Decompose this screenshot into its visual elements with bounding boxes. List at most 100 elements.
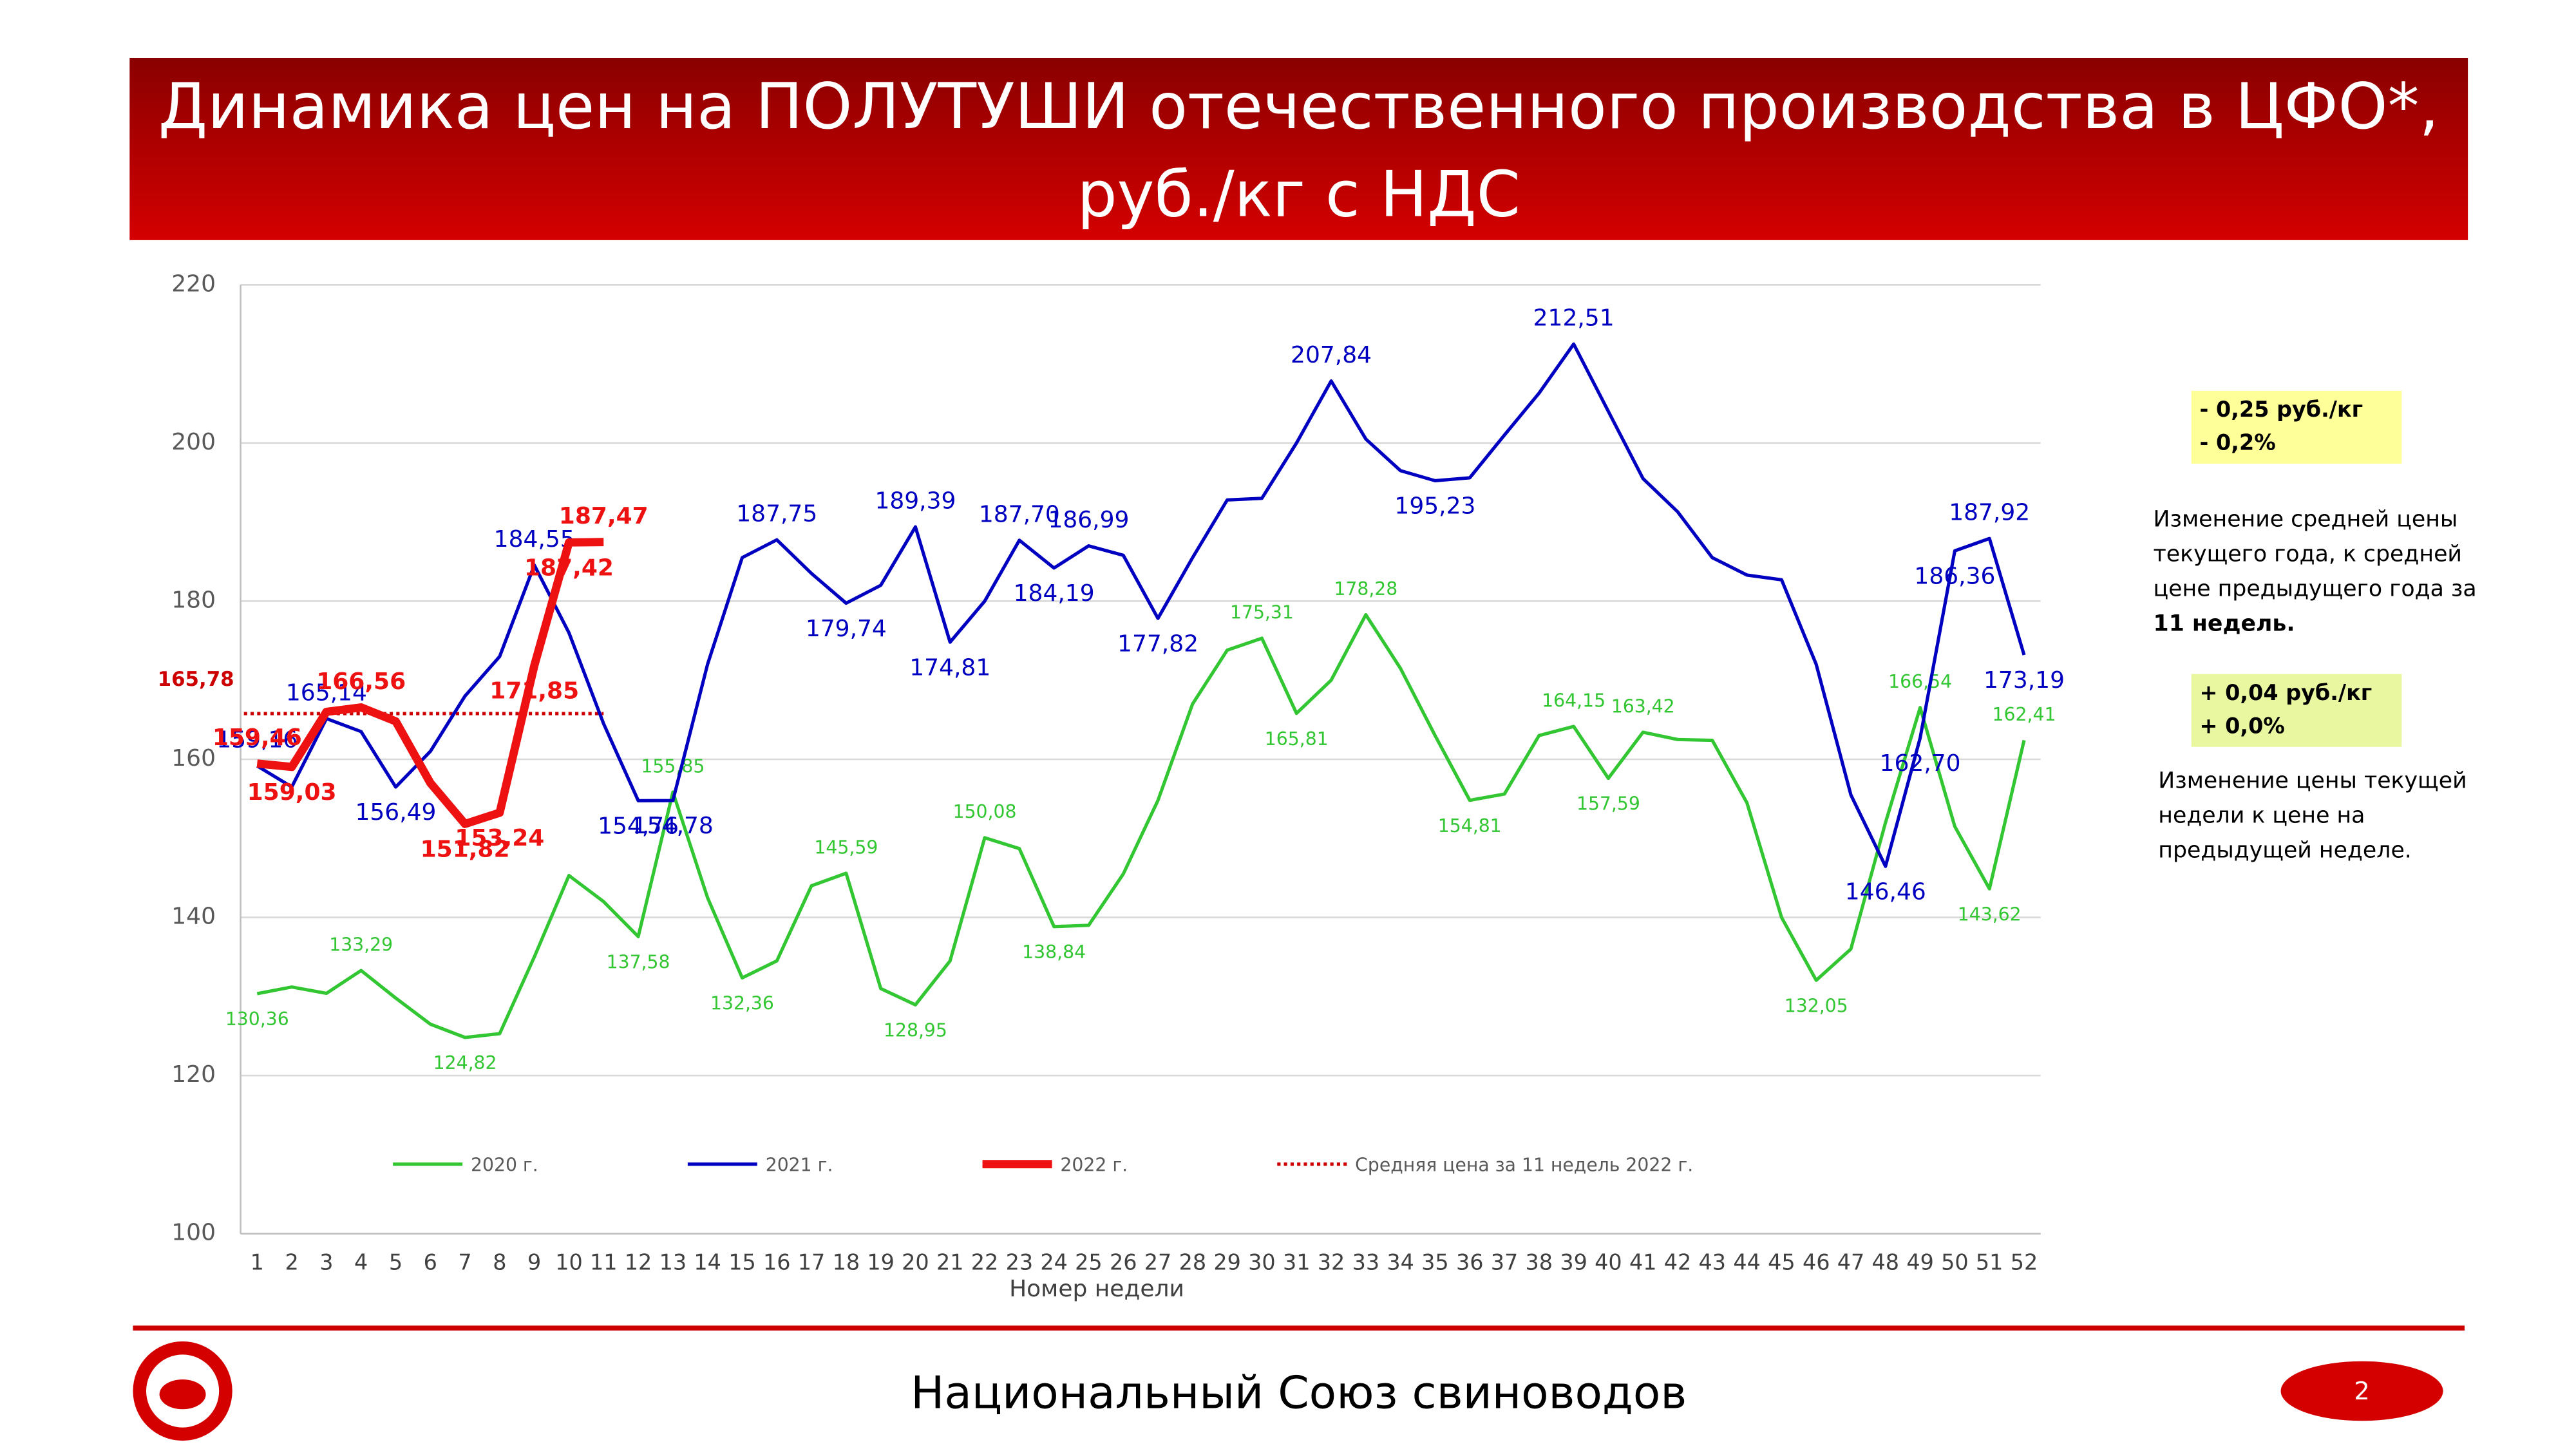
note-text: Изменение цены текущей	[2158, 768, 2467, 794]
x-tick-label: 26	[1110, 1250, 1137, 1275]
data-label: 130,36	[225, 1009, 289, 1030]
data-label: 178,28	[1334, 578, 1397, 600]
data-label: 145,59	[814, 837, 878, 858]
x-tick-label: 31	[1283, 1250, 1311, 1275]
data-label: 187,70	[979, 501, 1060, 527]
x-tick-label: 47	[1837, 1250, 1865, 1275]
y-tick-label: 200	[171, 429, 216, 455]
data-label: 162,41	[1993, 704, 2056, 725]
data-label: 186,36	[1914, 563, 1995, 589]
data-label: 171,85	[489, 678, 579, 705]
data-label: 146,46	[1845, 878, 1926, 905]
x-tick-label: 40	[1595, 1250, 1622, 1275]
x-tick-label: 52	[2011, 1250, 2038, 1275]
x-tick-label: 20	[902, 1250, 929, 1275]
legend-label: 2022 г.	[1060, 1154, 1128, 1175]
legend-label: 2021 г.	[766, 1154, 833, 1175]
change-value: + 0,04 руб./кг	[2200, 680, 2372, 705]
title: руб./кг с НДС	[1077, 158, 1520, 231]
data-label: 157,59	[1577, 793, 1640, 815]
x-tick-label: 32	[1318, 1250, 1345, 1275]
data-label: 154,81	[1438, 815, 1502, 837]
data-label: 163,42	[1611, 696, 1675, 717]
y-tick-label: 140	[171, 904, 216, 930]
title: Динамика цен на ПОЛУТУШИ отечественного …	[158, 70, 2439, 144]
x-axis-label: Номер недели	[1009, 1276, 1184, 1302]
data-label: 166,54	[1888, 671, 1952, 692]
x-tick-label: 35	[1421, 1250, 1449, 1275]
x-tick-label: 5	[389, 1250, 402, 1275]
x-tick-label: 29	[1213, 1250, 1241, 1275]
data-label: 154,78	[632, 813, 714, 839]
x-tick-label: 19	[867, 1250, 895, 1275]
x-tick-label: 9	[527, 1250, 541, 1275]
note-text: Изменение средней цены	[2154, 506, 2458, 532]
x-tick-label: 24	[1040, 1250, 1068, 1275]
legend-label: Средняя цена за 11 недель 2022 г.	[1355, 1154, 1693, 1175]
x-tick-label: 25	[1075, 1250, 1103, 1275]
data-label: 179,74	[806, 616, 887, 642]
x-tick-label: 6	[424, 1250, 437, 1275]
x-tick-label: 37	[1491, 1250, 1519, 1275]
x-tick-label: 4	[354, 1250, 368, 1275]
x-tick-label: 10	[555, 1250, 583, 1275]
page-number: 2	[2354, 1377, 2370, 1406]
data-label: 165,14	[286, 679, 367, 706]
y-tick-label: 180	[171, 587, 216, 613]
data-label: 159,46	[213, 724, 302, 751]
x-tick-label: 8	[493, 1250, 506, 1275]
x-tick-label: 14	[694, 1250, 721, 1275]
y-tick-label: 220	[171, 270, 216, 297]
data-label: 187,42	[524, 554, 614, 581]
data-label: 184,55	[494, 526, 575, 553]
notes: - 0,25 руб./кг - 0,2% Изменение средней це…	[2154, 390, 2477, 864]
title-banner	[129, 58, 2468, 240]
note-text: предыдущей неделе.	[2158, 838, 2412, 864]
change-box	[2191, 674, 2402, 747]
data-label: 177,82	[1117, 630, 1198, 657]
x-tick-label: 33	[1352, 1250, 1380, 1275]
x-tick-label: 22	[971, 1250, 999, 1275]
series-line	[256, 342, 2026, 868]
data-label: 187,92	[1949, 500, 2030, 526]
x-tick-label: 1	[251, 1250, 264, 1275]
data-label: 128,95	[884, 1019, 947, 1041]
x-tick-label: 18	[833, 1250, 860, 1275]
data-label: 132,36	[710, 993, 774, 1014]
data-label: 159,16	[216, 727, 298, 753]
data-label: 132,05	[1785, 995, 1848, 1016]
data-label: 143,62	[1958, 904, 2022, 925]
change-value: - 0,2%	[2200, 430, 2276, 455]
x-tick-label: 16	[763, 1250, 791, 1275]
legend-label: 2020 г.	[471, 1154, 538, 1175]
x-tick-label: 44	[1733, 1250, 1761, 1275]
x-tick-label: 48	[1872, 1250, 1900, 1275]
data-label: 153,24	[455, 825, 544, 851]
data-label: 184,19	[1014, 580, 1095, 607]
change-value: - 0,25 руб./кг	[2200, 397, 2363, 422]
x-tick-label: 38	[1526, 1250, 1553, 1275]
x-tick-label: 7	[458, 1250, 471, 1275]
data-label: 173,19	[1984, 667, 2065, 694]
x-tick-label: 34	[1387, 1250, 1414, 1275]
change-box	[2191, 390, 2402, 464]
footer-org: Национальный Союз свиноводов	[911, 1368, 1687, 1419]
change-value: + 0,0%	[2200, 713, 2285, 738]
x-tick-label: 3	[319, 1250, 333, 1275]
page-badge	[2280, 1361, 2443, 1421]
note-text: цене предыдущего года за	[2154, 576, 2477, 601]
logo	[133, 1341, 232, 1441]
note-text: недели к цене на	[2158, 803, 2365, 829]
data-label: 189,39	[875, 488, 956, 515]
x-tick-label: 17	[798, 1250, 826, 1275]
data-label: 154,76	[598, 813, 679, 839]
note-text: текущего года, к средней	[2154, 541, 2462, 567]
data-label: 187,47	[559, 503, 649, 529]
series-line	[256, 612, 2026, 1039]
data-label: 159,03	[247, 779, 337, 806]
series-line	[256, 538, 604, 828]
data-label: 187,75	[736, 501, 817, 527]
x-tick-label: 23	[1006, 1250, 1034, 1275]
